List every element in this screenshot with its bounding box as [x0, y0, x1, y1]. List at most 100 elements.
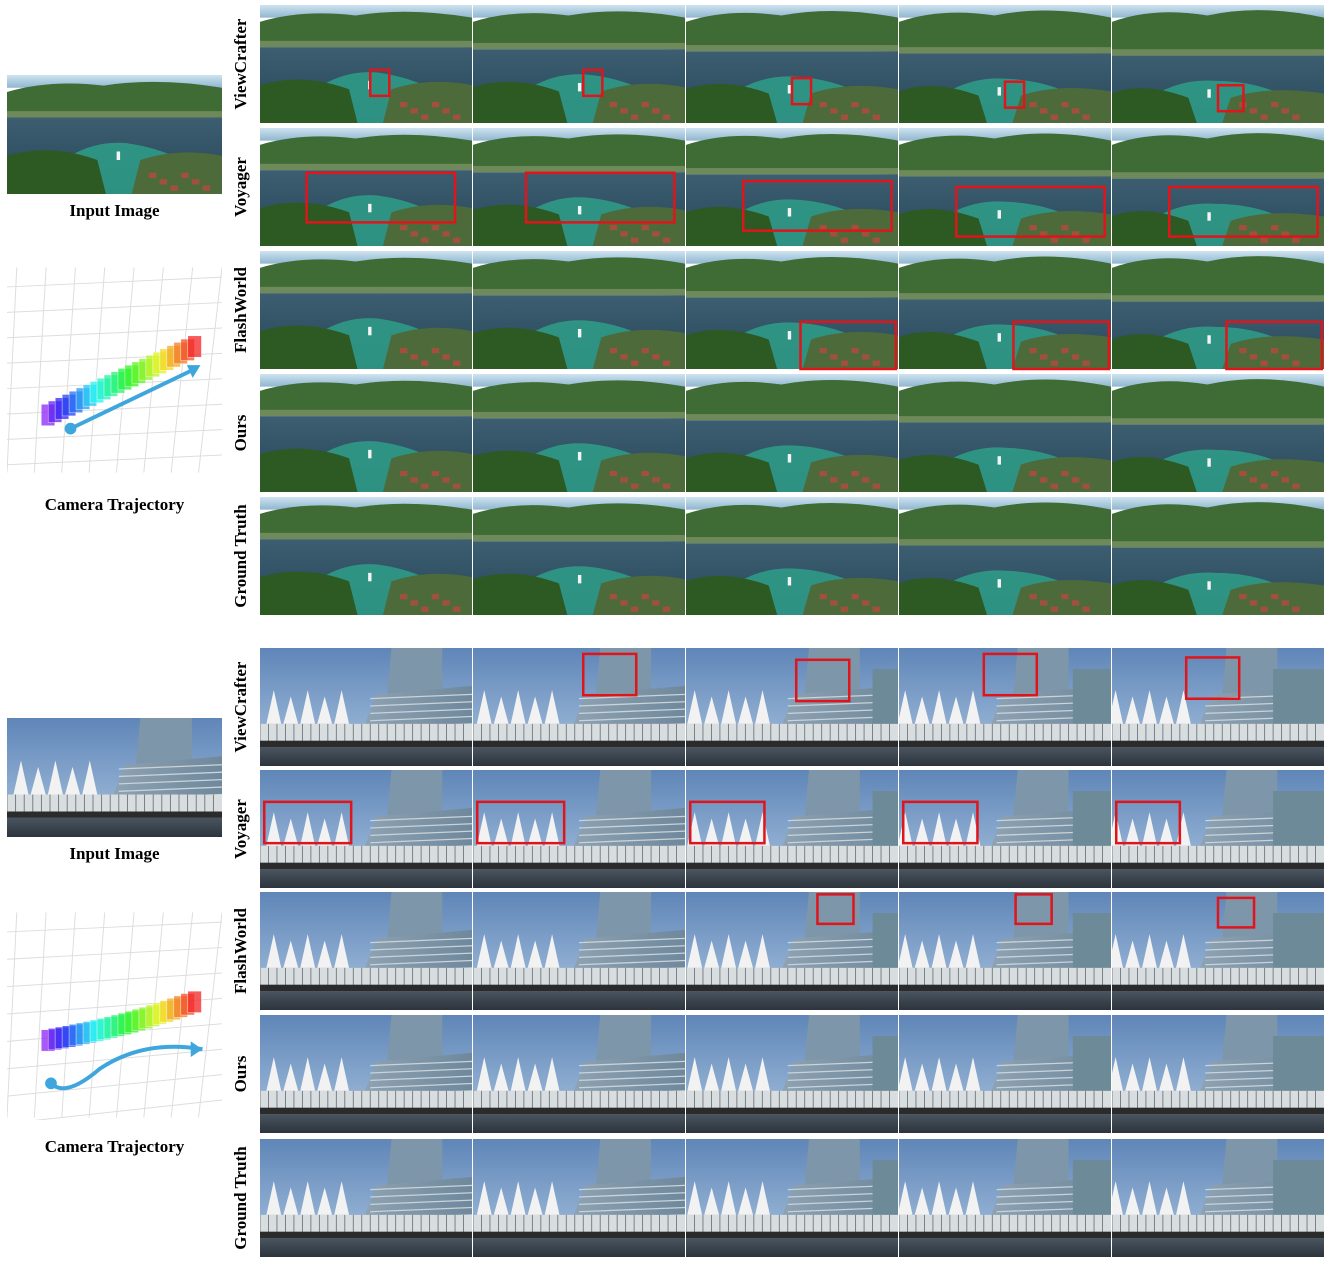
roof	[400, 348, 407, 353]
grid-line	[7, 267, 17, 472]
roof	[862, 354, 869, 359]
roof	[610, 348, 617, 353]
roof	[1239, 594, 1246, 599]
roof	[851, 102, 858, 107]
roof	[851, 225, 858, 230]
pier	[899, 1215, 1111, 1232]
roof	[841, 607, 848, 612]
roof	[652, 600, 659, 605]
tower	[805, 770, 860, 816]
roof	[830, 477, 837, 482]
water	[260, 1238, 472, 1257]
input-image	[7, 75, 222, 194]
method-label: Ground Truth	[231, 504, 250, 608]
roof	[820, 471, 827, 476]
result-frame	[1108, 1015, 1324, 1133]
roof	[160, 179, 168, 184]
pier	[473, 846, 685, 863]
boat	[368, 450, 371, 458]
camera-trajectory	[7, 912, 222, 1123]
roof	[432, 471, 439, 476]
roof	[400, 225, 407, 230]
roof	[400, 594, 407, 599]
roof	[642, 348, 649, 353]
pier	[7, 795, 222, 812]
result-frame	[260, 128, 472, 246]
roof	[1061, 471, 1068, 476]
result-frame	[473, 128, 685, 248]
trajectory-label: Camera Trajectory	[45, 1137, 185, 1156]
deck	[1112, 863, 1324, 869]
grid-line	[89, 267, 105, 472]
result-frame	[898, 648, 1111, 766]
roof	[1029, 225, 1036, 230]
shore	[899, 293, 1111, 299]
roof	[453, 607, 460, 612]
result-frame	[686, 5, 898, 127]
roof	[652, 477, 659, 482]
water	[899, 1238, 1111, 1257]
tower	[387, 648, 442, 694]
shore	[899, 539, 1111, 545]
tower	[136, 718, 192, 765]
new-tower	[1073, 1036, 1111, 1099]
result-frame	[260, 1015, 472, 1133]
roof	[663, 484, 670, 489]
roof	[1082, 361, 1089, 366]
roof	[663, 115, 670, 120]
result-frame	[260, 251, 472, 369]
roof	[663, 607, 670, 612]
roof	[620, 600, 627, 605]
boat	[368, 327, 371, 335]
water	[899, 869, 1111, 888]
water	[473, 869, 685, 888]
result-frame	[473, 497, 685, 617]
roof	[1292, 238, 1299, 243]
roof	[1292, 607, 1299, 612]
shore	[1112, 172, 1324, 178]
result-frame	[260, 892, 472, 1010]
roof	[1082, 607, 1089, 612]
roof	[1282, 354, 1289, 359]
method-label: ViewCrafter	[231, 18, 250, 109]
result-frame	[898, 1139, 1111, 1257]
mountain	[899, 257, 1111, 300]
result-frame	[1112, 5, 1324, 131]
roof	[1250, 354, 1257, 359]
deck	[1112, 985, 1324, 991]
method-label: ViewCrafter	[231, 661, 250, 752]
boat	[578, 206, 581, 214]
tower	[805, 1015, 860, 1061]
mountain	[1112, 502, 1324, 547]
camera-frustum	[188, 991, 202, 1013]
tower	[1013, 892, 1068, 938]
grid-line	[7, 1075, 222, 1097]
result-frame	[686, 1139, 898, 1257]
roof	[432, 102, 439, 107]
roof	[830, 108, 837, 113]
roof	[642, 594, 649, 599]
shore	[899, 47, 1111, 53]
roof	[1260, 238, 1267, 243]
new-tower	[1273, 913, 1324, 976]
deck	[473, 985, 685, 991]
boat	[578, 452, 581, 460]
roof	[830, 600, 837, 605]
pier	[1112, 1091, 1324, 1108]
water	[899, 747, 1111, 766]
result-frame	[899, 374, 1111, 498]
roof	[1029, 471, 1036, 476]
roof	[631, 484, 638, 489]
result-frame	[1112, 374, 1324, 500]
result-frame	[899, 5, 1111, 129]
mountain	[1112, 10, 1324, 55]
boat	[788, 454, 791, 462]
roof	[421, 361, 428, 366]
water	[260, 747, 472, 766]
pier	[1112, 724, 1324, 741]
boat	[368, 573, 371, 581]
roof	[411, 108, 418, 113]
boat	[998, 333, 1001, 341]
water	[1112, 1238, 1324, 1257]
roof	[1271, 225, 1278, 230]
